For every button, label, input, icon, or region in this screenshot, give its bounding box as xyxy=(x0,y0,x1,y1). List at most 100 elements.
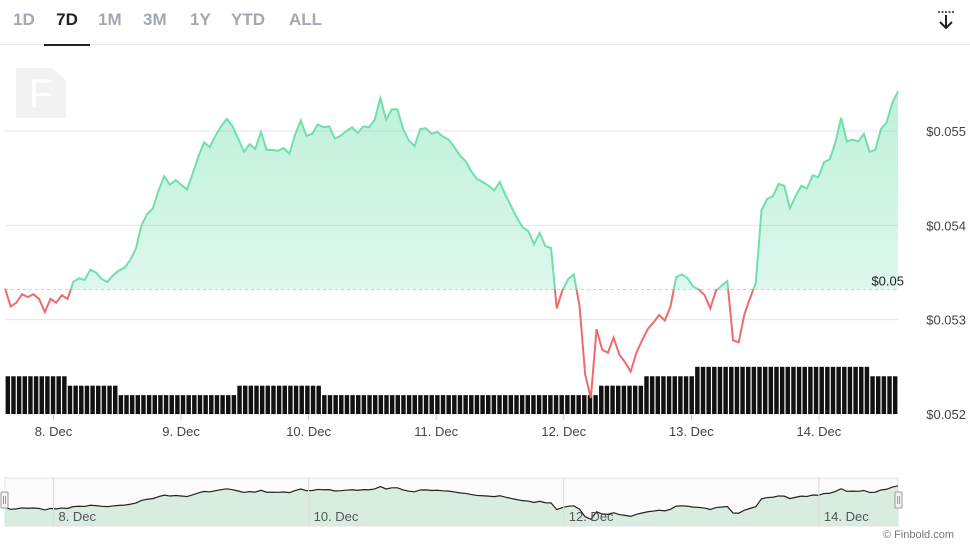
volume-bar xyxy=(39,376,44,414)
tab-7d[interactable]: 7D xyxy=(44,10,90,46)
navigator-handle-left[interactable] xyxy=(0,491,9,509)
navigator-area xyxy=(5,485,898,526)
volume-bar xyxy=(163,395,169,414)
tab-1m[interactable]: 1M xyxy=(98,10,122,29)
volume-bar xyxy=(406,395,412,414)
volume-bar xyxy=(621,385,627,414)
volume-bar xyxy=(96,385,101,414)
x-tick-label: 8. Dec xyxy=(35,424,73,439)
volume-bar xyxy=(361,395,367,414)
range-navigator[interactable]: 8. Dec 10. Dec 12. Dec 14. Dec xyxy=(0,470,970,530)
volume-bar xyxy=(84,385,90,414)
download-icon[interactable] xyxy=(935,8,957,32)
logo-letter: F xyxy=(29,72,53,116)
volume-bar xyxy=(293,385,299,414)
volume-bar xyxy=(486,395,491,414)
volume-bar xyxy=(548,395,553,414)
finbold-logo: F xyxy=(16,68,66,118)
volume-bar xyxy=(870,376,875,414)
volume-bar xyxy=(514,395,519,414)
volume-bar xyxy=(892,376,898,414)
volume-bar xyxy=(305,385,310,414)
volume-bar xyxy=(203,395,208,414)
volume-bar xyxy=(536,395,542,414)
x-tick-label: 9. Dec xyxy=(162,424,200,439)
volume-bar xyxy=(282,385,287,414)
x-tick-label: 10. Dec xyxy=(286,424,331,439)
volume-bar xyxy=(169,395,174,414)
tab-all[interactable]: ALL xyxy=(289,10,323,29)
volume-bar xyxy=(480,395,485,414)
volume-bar xyxy=(79,385,84,414)
volume-bar xyxy=(73,385,78,414)
volume-bar xyxy=(627,385,632,414)
volume-bar xyxy=(559,395,564,414)
navigator-handle-right[interactable] xyxy=(894,491,903,509)
volume-bar xyxy=(327,395,333,414)
y-tick-label: $0.052 xyxy=(926,407,966,422)
volume-bar xyxy=(565,395,570,414)
volume-bar xyxy=(700,366,706,414)
volume-bar xyxy=(723,366,728,414)
volume-bar xyxy=(418,395,423,414)
volume-bars xyxy=(5,366,898,414)
volume-bar xyxy=(350,395,355,414)
x-axis: 8. Dec 9. Dec 10. Dec 11. Dec 12. Dec 13. Dec… xyxy=(35,414,842,439)
volume-bar xyxy=(463,395,468,414)
volume-bar xyxy=(666,376,672,414)
volume-bar xyxy=(333,395,338,414)
volume-bar xyxy=(33,376,39,414)
tab-3m[interactable]: 3M xyxy=(143,10,167,29)
volume-bar xyxy=(655,376,661,414)
volume-bar xyxy=(11,376,16,414)
volume-bar xyxy=(875,376,881,414)
volume-bar xyxy=(570,395,576,414)
volume-bar xyxy=(124,395,129,414)
volume-bar xyxy=(56,376,61,414)
volume-bar xyxy=(129,395,135,414)
volume-bar xyxy=(226,395,231,414)
volume-bar xyxy=(209,395,214,414)
tab-ytd[interactable]: YTD xyxy=(231,10,265,29)
volume-bar xyxy=(678,376,683,414)
volume-bar xyxy=(90,385,95,414)
volume-bar xyxy=(542,395,547,414)
volume-bar xyxy=(519,395,525,414)
volume-bar xyxy=(825,366,830,414)
volume-bar xyxy=(423,395,429,414)
volume-bar xyxy=(576,395,581,414)
volume-bar xyxy=(395,395,401,414)
volume-bar xyxy=(45,376,50,414)
volume-bar xyxy=(299,385,304,414)
volume-bar xyxy=(859,366,864,414)
navigator-line xyxy=(4,485,899,521)
volume-bar xyxy=(288,385,293,414)
volume-bar xyxy=(740,366,745,414)
volume-bar xyxy=(197,395,203,414)
volume-bar xyxy=(785,366,791,414)
volume-bar xyxy=(751,366,757,414)
volume-bar xyxy=(819,366,824,414)
volume-bar xyxy=(864,366,870,414)
volume-bar xyxy=(259,385,265,414)
volume-bar xyxy=(610,385,615,414)
volume-bar xyxy=(265,385,271,414)
volume-bar xyxy=(632,385,638,414)
tab-1d[interactable]: 1D xyxy=(13,10,35,29)
volume-bar xyxy=(599,385,604,414)
price-chart: F $0.055 $0.054 $0.053 $0.052 8. Dec 9. Dec 10.… xyxy=(4,68,966,439)
volume-bar xyxy=(813,366,819,414)
volume-bar xyxy=(344,395,350,414)
volume-bar xyxy=(689,376,694,414)
volume-bar xyxy=(440,395,446,414)
volume-bar xyxy=(242,385,248,414)
volume-bar xyxy=(175,395,180,414)
volume-bar xyxy=(22,376,28,414)
volume-bar xyxy=(429,395,434,414)
tab-1y[interactable]: 1Y xyxy=(190,10,211,29)
volume-bar xyxy=(796,366,802,414)
volume-bar xyxy=(791,366,796,414)
volume-bar xyxy=(446,395,451,414)
volume-bar xyxy=(62,376,67,414)
volume-bar xyxy=(587,395,593,414)
